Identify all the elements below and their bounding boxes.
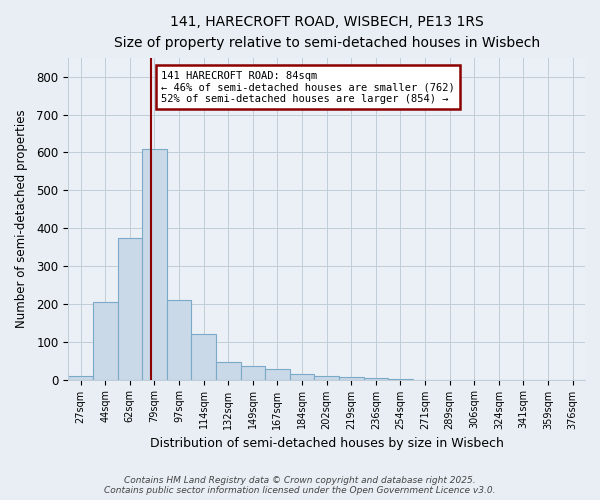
Bar <box>167 300 191 380</box>
Bar <box>364 378 388 380</box>
Bar <box>290 374 314 380</box>
Text: Contains HM Land Registry data © Crown copyright and database right 2025.
Contai: Contains HM Land Registry data © Crown c… <box>104 476 496 495</box>
Bar <box>241 366 265 380</box>
Text: 141 HARECROFT ROAD: 84sqm
← 46% of semi-detached houses are smaller (762)
52% of: 141 HARECROFT ROAD: 84sqm ← 46% of semi-… <box>161 70 455 104</box>
Bar <box>118 238 142 380</box>
Bar <box>93 302 118 380</box>
Bar <box>388 379 413 380</box>
Bar <box>68 376 93 380</box>
Title: 141, HARECROFT ROAD, WISBECH, PE13 1RS
Size of property relative to semi-detache: 141, HARECROFT ROAD, WISBECH, PE13 1RS S… <box>113 15 540 50</box>
Y-axis label: Number of semi-detached properties: Number of semi-detached properties <box>15 110 28 328</box>
Bar <box>265 369 290 380</box>
X-axis label: Distribution of semi-detached houses by size in Wisbech: Distribution of semi-detached houses by … <box>150 437 503 450</box>
Bar <box>339 376 364 380</box>
Bar <box>142 148 167 380</box>
Bar <box>216 362 241 380</box>
Bar <box>191 334 216 380</box>
Bar <box>314 376 339 380</box>
